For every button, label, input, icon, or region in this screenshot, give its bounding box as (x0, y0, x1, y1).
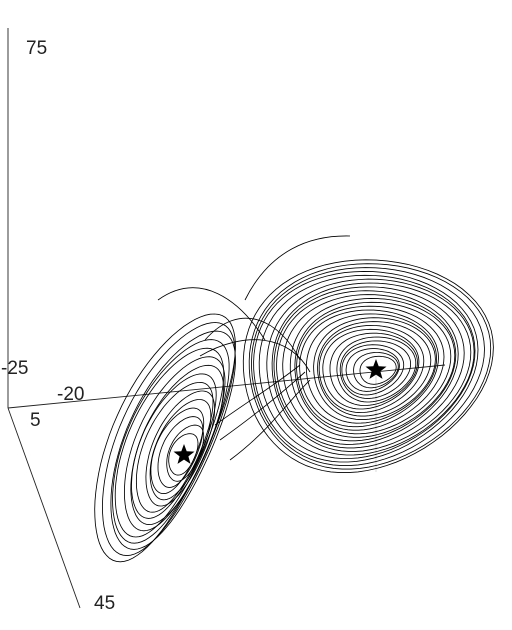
trajectory-loop-right-26 (242, 259, 494, 474)
trajectory-loop-right-15 (294, 301, 452, 435)
axes: 75 -25 -20 5 45 (1, 28, 446, 614)
trajectory-loop-left-12 (112, 339, 230, 544)
trajectory-loop-right-20 (271, 282, 472, 452)
trajectory (94, 235, 494, 563)
trajectory-loop-left-1 (168, 433, 199, 476)
trajectory-loop-left-3 (157, 416, 204, 488)
trajectory-loop-right-16 (289, 297, 456, 438)
trajectory-bridge-2 (199, 339, 311, 373)
trajectory-loop-right-13 (299, 309, 439, 428)
trajectory-loop-right-24 (251, 267, 485, 467)
trajectory-loop-right-25 (248, 263, 492, 470)
trajectory-loop-left-7 (135, 381, 214, 513)
z-tick-bottom: -25 (1, 358, 28, 379)
trajectory-loop-left-11 (114, 347, 225, 538)
trajectory-loop-right-22 (258, 274, 476, 459)
fixed-point-star-2 (365, 359, 387, 379)
trajectory-loop-right-14 (296, 305, 445, 431)
trajectory-bridge-6 (157, 287, 266, 341)
trajectory-loop-left-6 (145, 390, 216, 507)
trajectory-loop-right-4 (341, 344, 405, 396)
trajectory-bridge-3 (214, 364, 301, 426)
x-tick-start: -20 (57, 384, 84, 405)
trajectory-loop-right-8 (322, 328, 420, 410)
trajectory-bridge-1 (204, 317, 301, 361)
trajectory-loop-right-5 (339, 340, 412, 399)
trajectory-loop-right-11 (313, 317, 436, 421)
trajectory-loop-left-4 (150, 407, 205, 495)
trajectory-loop-right-3 (345, 348, 400, 392)
trajectory-loop-right-6 (336, 336, 417, 403)
trajectory-loop-right-1 (359, 355, 397, 385)
trajectory-loop-left-5 (149, 399, 212, 501)
trajectory-loop-right-21 (266, 278, 475, 456)
trajectory-loop-right-9 (318, 324, 425, 414)
y-axis-line (7, 407, 81, 609)
trajectory-loop-left-15 (94, 313, 236, 563)
trajectory-loop-right-19 (273, 286, 465, 449)
trajectory-loop-right-12 (305, 313, 438, 424)
y-tick-end: 45 (94, 593, 115, 614)
fixed-point-star-1 (173, 444, 195, 464)
z-tick-top: 75 (26, 38, 47, 59)
y-tick-start: 5 (30, 410, 41, 431)
fixed-point-markers (173, 359, 387, 464)
trajectory-loop-right-10 (317, 321, 432, 417)
trajectory-loop-right-7 (329, 332, 418, 406)
trajectory-loop-left-14 (101, 322, 236, 557)
trajectory-loop-right-17 (282, 294, 457, 442)
trajectory-loop-right-18 (276, 290, 459, 445)
trajectory-bridge-5 (229, 379, 311, 461)
trajectory-loop-right-2 (353, 352, 399, 389)
trajectory-bridge-7 (244, 235, 351, 301)
trajectory-bridge-4 (219, 371, 306, 441)
trajectory-loop-right-23 (253, 270, 479, 463)
